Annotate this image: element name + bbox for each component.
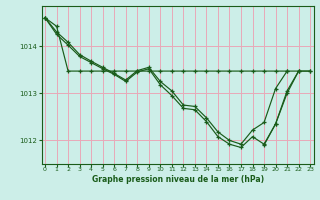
X-axis label: Graphe pression niveau de la mer (hPa): Graphe pression niveau de la mer (hPa) [92, 175, 264, 184]
